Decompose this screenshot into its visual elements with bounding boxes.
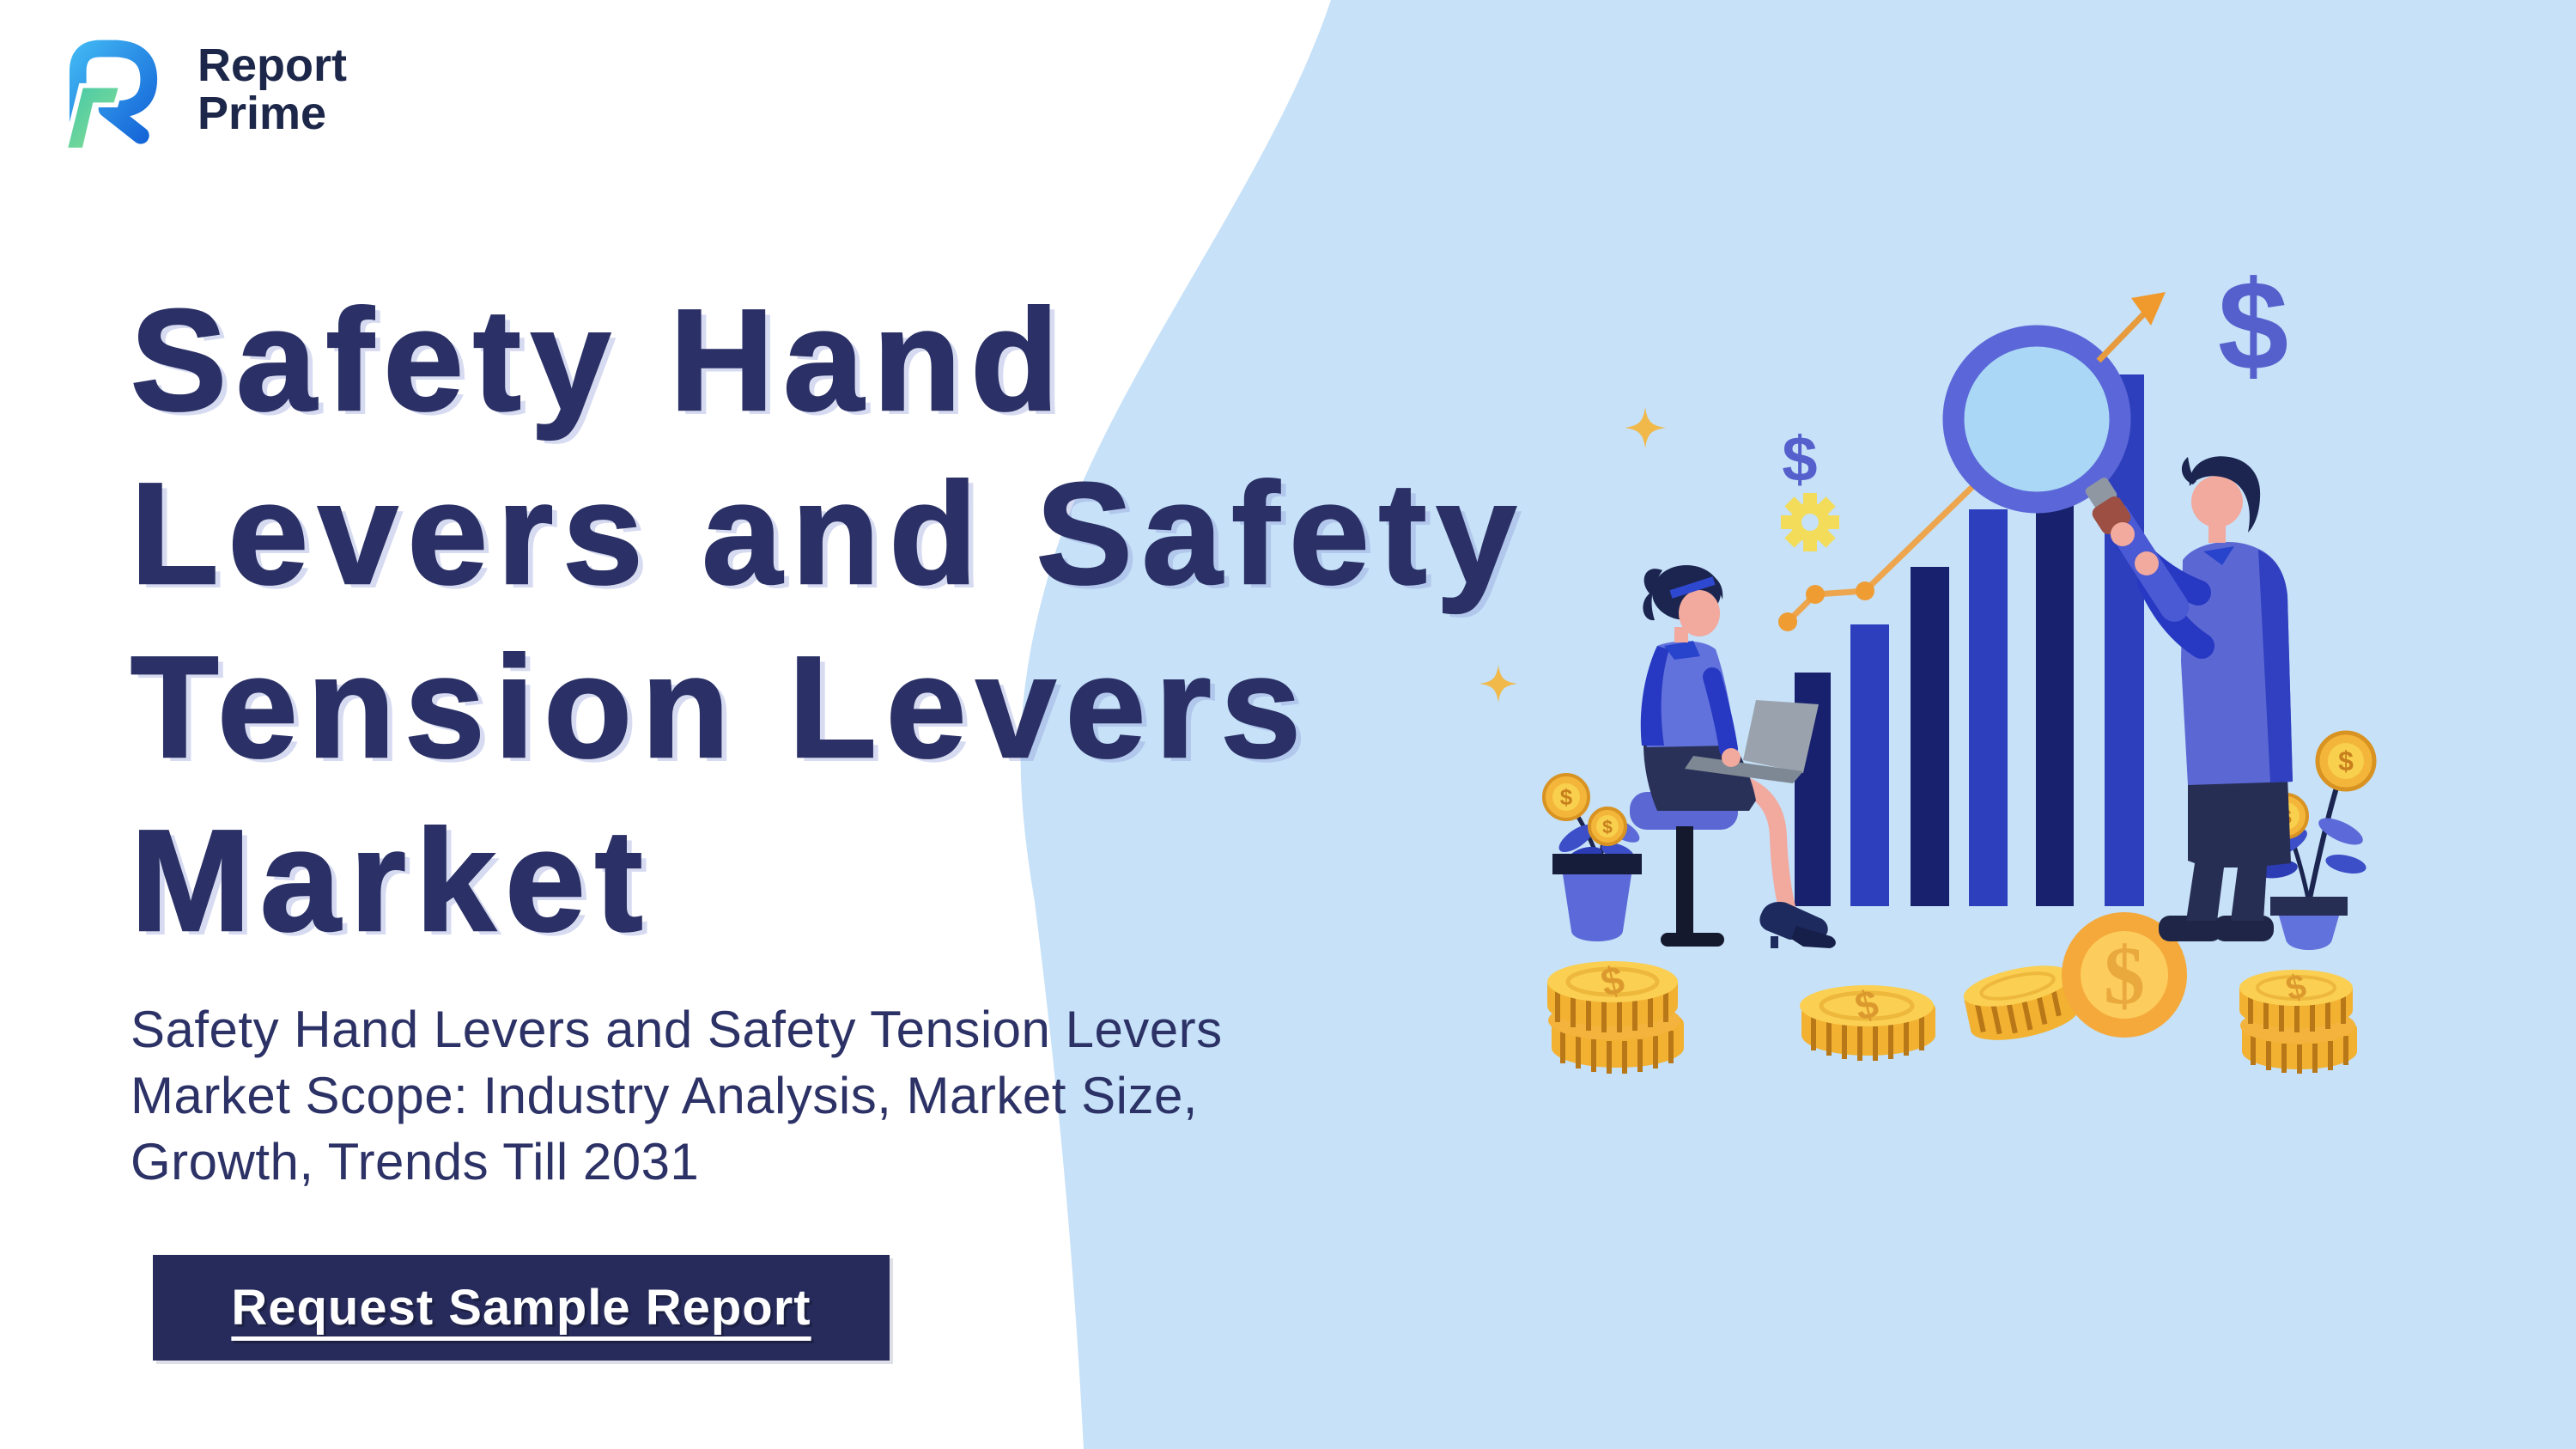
title-line: Market [130,799,653,963]
dollar-icon-large: $ [2218,255,2288,397]
plant-coin: $ [1542,773,1590,821]
svg-text:$: $ [1560,784,1573,810]
subtitle-line: Market Scope: Industry Analysis, Market … [131,1067,1198,1124]
gear-icon [1781,493,1839,551]
title-line: Levers and Safety [130,452,1527,616]
logo-text-line1: Report [197,40,347,91]
man-researcher [2115,456,2293,941]
bar-chart [1795,374,2144,906]
page-subtitle: Safety Hand Levers and Safety Tension Le… [131,996,1223,1195]
svg-text:$: $ [2104,929,2145,1021]
magnifier-icon [1942,325,2190,622]
bar [2036,454,2074,906]
coin-stack: $ [2239,967,2357,1074]
page-title: Safety Hand Levers and Safety Tension Le… [130,273,1527,967]
woman-analyst [1630,565,1836,948]
subtitle-line: Growth, Trends Till 2031 [131,1133,700,1190]
logo-text: Report Prime [197,41,347,137]
request-sample-report-label: Request Sample Report [231,1280,811,1336]
bar [1969,509,2008,906]
plant-coin: $ [1588,807,1627,846]
title-line: Tension Levers [130,625,1310,789]
bar [1911,567,1949,906]
report-prime-logo-icon [62,40,158,153]
sparkle-icon [1479,407,1666,703]
request-sample-report-button[interactable]: Request Sample Report [153,1255,890,1361]
plant-coin: $ [2315,730,2377,792]
svg-text:$: $ [1602,818,1613,837]
dollar-icon-small: $ [1782,423,1817,495]
laptop-icon [1685,700,1819,783]
logo: Report Prime [48,29,347,158]
coin-stack: $ [1547,957,1684,1074]
coin-big: $ [2062,912,2187,1038]
title-line: Safety Hand [130,278,1068,442]
money-plant-left: $ $ [1542,773,1642,941]
coin-stack-tilted [1963,965,2079,1040]
coin-single: $ [1800,981,1935,1061]
svg-text:$: $ [2338,746,2354,776]
subtitle-line: Safety Hand Levers and Safety Tension Le… [131,1001,1223,1058]
growth-arrow-icon [2096,292,2166,363]
line-chart [1778,425,2036,631]
bar [1850,624,1889,906]
logo-text-line2: Prime [197,88,327,139]
